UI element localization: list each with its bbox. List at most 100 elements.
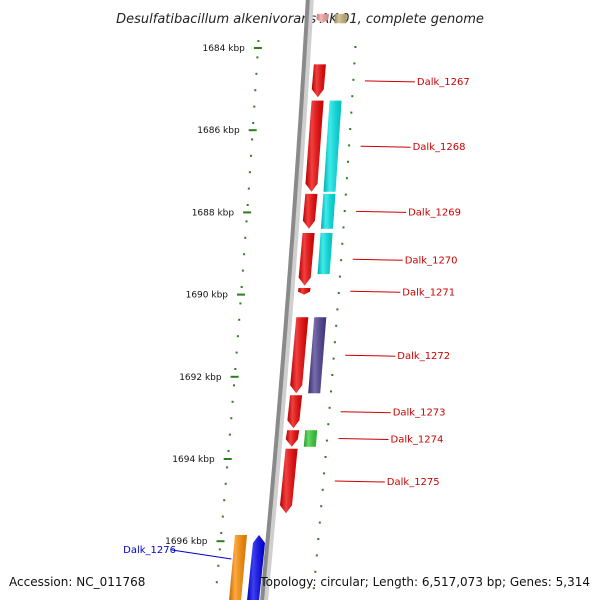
ruler-tick — [243, 211, 252, 214]
ruler-dot — [248, 171, 251, 174]
gene-dalk-1272-partner[interactable] — [308, 317, 327, 394]
gene-track-dot — [323, 472, 326, 475]
ruler-dot — [241, 269, 244, 272]
gene-track-dot — [343, 210, 346, 212]
ruler-dot — [218, 548, 221, 551]
gene-dalk-1274-partner[interactable] — [303, 430, 318, 447]
ruler-dot — [236, 335, 239, 338]
ruler-dot — [220, 532, 223, 534]
gene-dalk-1273[interactable] — [287, 395, 303, 429]
gene-label-dalk-1274[interactable]: Dalk_1274 — [391, 435, 444, 446]
gene-track-dot — [342, 226, 345, 229]
ruler-dot — [217, 564, 220, 567]
ruler-dot — [223, 499, 226, 502]
genome-backbone — [260, 0, 310, 600]
gene-track-dot — [347, 160, 349, 163]
ruler-tick-marks: 1684 kbp 1686 kbp 1688 kbp 1690 kbp 1692 kbp… — [165, 44, 262, 547]
ruler-dot — [252, 122, 255, 124]
ruler-dot — [227, 450, 230, 452]
ruler-tick-label: 1684 kbp — [202, 44, 245, 54]
gene-track-dot — [337, 292, 340, 294]
gene-label-dalk-1270[interactable]: Dalk_1270 — [405, 255, 458, 266]
gene-track-dot — [333, 341, 336, 344]
gene-track-dot — [332, 357, 335, 360]
gene-track-dot — [314, 570, 317, 573]
ruler-dot — [239, 302, 242, 305]
gene-label-dalk-1269[interactable]: Dalk_1269 — [408, 207, 461, 218]
gene-dotted-track — [312, 46, 357, 590]
gene-track-dot — [321, 488, 324, 491]
gene-track-dot — [353, 62, 356, 65]
ruler-dot — [224, 482, 227, 485]
gene-dalk-1271[interactable] — [298, 288, 311, 295]
gene-labels-layer: Dalk_1267 Dalk_1268 Dalk_1269 Dalk_1270 Dalk… — [123, 77, 470, 560]
gene-top-partial-b[interactable] — [334, 13, 347, 24]
leader-line — [356, 210, 407, 213]
gene-label-dalk-1275[interactable]: Dalk_1275 — [387, 477, 440, 488]
leader-line — [345, 354, 396, 357]
gene-dalk-1269-partner[interactable] — [320, 193, 336, 229]
gene-dalk-1276[interactable] — [229, 535, 247, 600]
genome-backbone-shadow — [262, 0, 314, 600]
ruler-dot — [255, 72, 258, 75]
gene-dalk-1269[interactable] — [302, 193, 318, 229]
gene-dalk-1270[interactable] — [298, 233, 315, 286]
ruler-dot — [235, 351, 238, 354]
gene-label-dalk-1268[interactable]: Dalk_1268 — [413, 142, 466, 153]
gene-dalk-1272[interactable] — [290, 317, 309, 394]
gene-label-dalk-1273[interactable]: Dalk_1273 — [393, 408, 446, 419]
ruler-dot — [256, 56, 259, 59]
gene-dalk-1267[interactable] — [311, 64, 326, 98]
ruler-dot — [215, 581, 218, 584]
leader-line — [352, 258, 403, 261]
gene-dalk-1275[interactable] — [280, 448, 298, 514]
gene-track-dot — [351, 95, 354, 98]
ruler-dot — [247, 187, 250, 190]
ruler-tick — [253, 47, 262, 49]
ruler-dot — [250, 154, 252, 157]
ruler-dot — [226, 466, 229, 469]
gene-dalk-1270-partner[interactable] — [317, 233, 333, 275]
ruler-dot — [246, 204, 249, 206]
gene-label-dalk-1276[interactable]: Dalk_1276 — [123, 545, 176, 556]
leader-line — [334, 480, 385, 483]
map-title: Desulfatibacillum alkenivorans AK-01, co… — [116, 12, 484, 27]
gene-track-dot — [338, 275, 341, 278]
gene-track-dot — [317, 538, 320, 540]
topology-text: Topology: circular; Length: 6,517,073 bp… — [259, 575, 590, 589]
gene-track-dot — [330, 390, 332, 393]
gene-label-dalk-1272[interactable]: Dalk_1272 — [397, 351, 450, 362]
gene-track-dot — [327, 423, 330, 426]
leader-line — [171, 549, 232, 560]
gene-dalk-1268[interactable] — [305, 100, 324, 192]
gene-label-dalk-1271[interactable]: Dalk_1271 — [402, 287, 455, 298]
ruler-tick — [223, 458, 232, 460]
ruler-dot — [254, 89, 257, 92]
leader-line — [340, 411, 391, 414]
ruler-dot — [245, 220, 248, 223]
gene-label-dalk-1267[interactable]: Dalk_1267 — [417, 77, 470, 88]
gene-track-dot — [315, 554, 318, 557]
ruler-dot — [233, 384, 235, 387]
ruler-dot — [228, 433, 231, 436]
gene-track-dot — [354, 46, 357, 48]
ruler-tick-label: 1688 kbp — [192, 208, 235, 218]
ruler-tick — [237, 293, 245, 296]
ruler-tick-label: 1690 kbp — [186, 291, 229, 301]
gene-track-dot — [345, 177, 348, 180]
ruler-dot — [240, 286, 243, 288]
gene-track-dot — [341, 242, 344, 245]
gene-dalk-1268-partner[interactable] — [323, 100, 342, 192]
leader-line — [364, 80, 415, 83]
gene-dalk-1274[interactable] — [285, 430, 300, 447]
gene-track-dot — [325, 439, 328, 442]
ruler-dot — [230, 417, 233, 420]
leader-line — [338, 438, 389, 440]
ruler-tick-label: 1694 kbp — [172, 455, 215, 465]
ruler-tick — [216, 540, 225, 543]
ruler-dot — [221, 515, 224, 518]
ruler-dot — [231, 400, 234, 403]
gene-track-dot — [320, 505, 323, 508]
gene-track-dot — [340, 259, 343, 262]
